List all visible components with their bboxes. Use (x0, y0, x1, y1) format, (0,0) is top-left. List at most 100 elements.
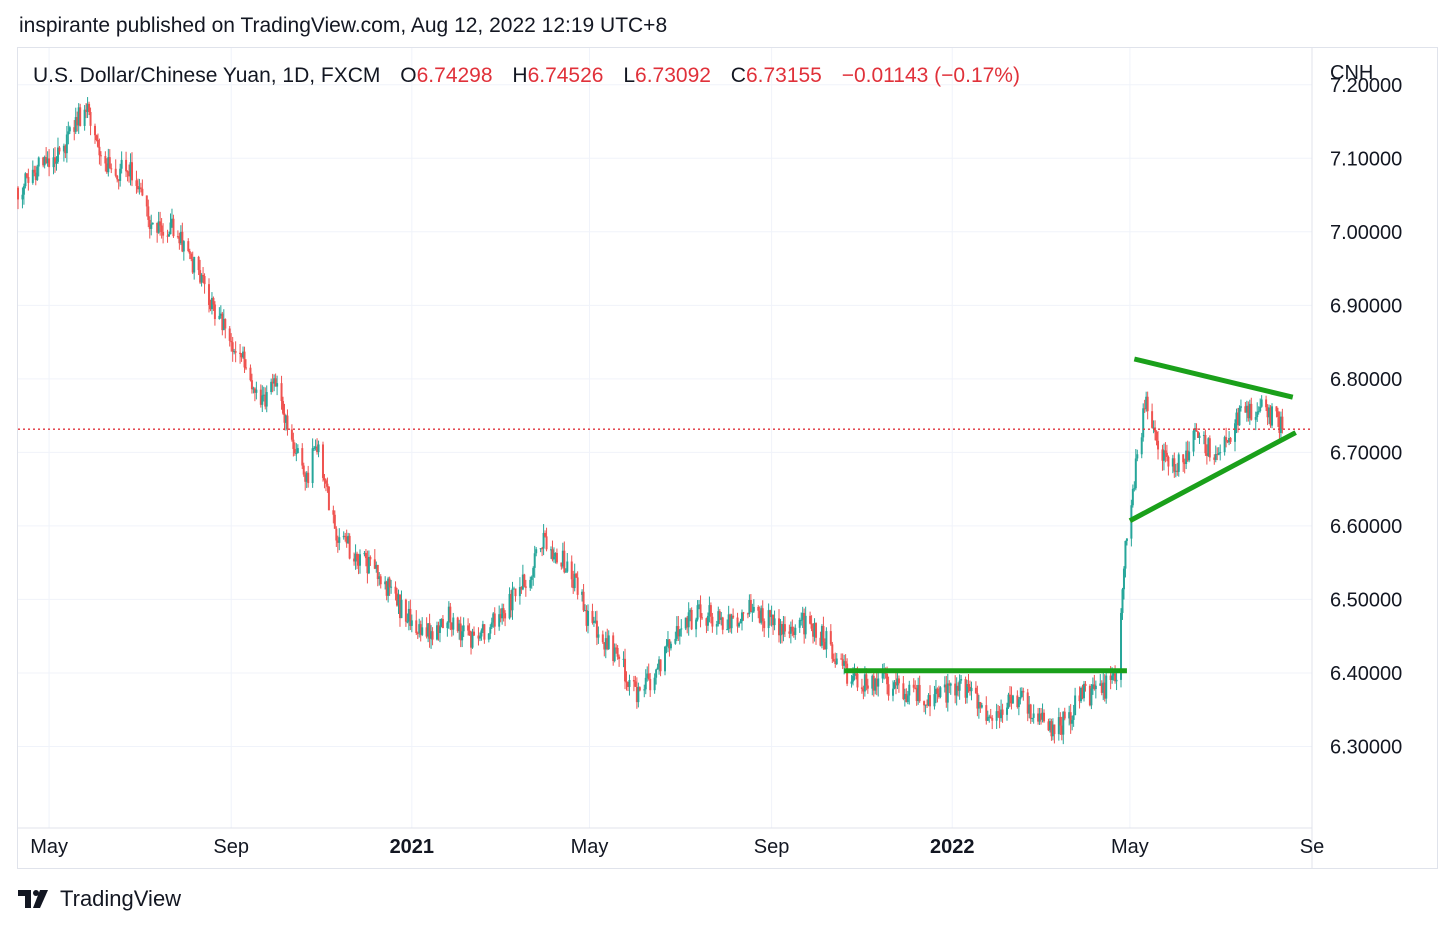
candle-body (1091, 684, 1094, 689)
candle-body (1125, 538, 1128, 541)
candles (17, 97, 1284, 745)
candle-body (779, 624, 782, 636)
candle-body (809, 615, 812, 624)
candle-body (1022, 690, 1025, 693)
candle-body (293, 448, 296, 454)
candle-body (1145, 396, 1148, 409)
candle-body (1112, 673, 1115, 676)
candle-body (508, 593, 511, 619)
candle-body (782, 624, 785, 635)
candle-body (190, 253, 193, 259)
candle-body (67, 131, 70, 135)
candle-body (274, 378, 277, 387)
candle-body (668, 639, 671, 649)
candle-body (1204, 434, 1207, 454)
candle-body (415, 620, 418, 634)
candle-body (31, 169, 34, 183)
candle-body (209, 304, 212, 310)
candle-body (213, 304, 216, 320)
candle-body (829, 631, 832, 645)
candle-body (120, 159, 123, 169)
candle-body (110, 168, 113, 170)
candle-body (709, 605, 712, 617)
candle-body (893, 682, 896, 689)
candle-body (119, 168, 122, 181)
candle-body (1140, 437, 1143, 455)
low-value: 6.73092 (635, 64, 711, 87)
candle-body (1100, 683, 1103, 693)
x-tick-label: Se (1300, 836, 1324, 858)
candle-body (1071, 719, 1074, 724)
candle-body (800, 619, 803, 621)
candle-body (634, 681, 637, 687)
candle-body (83, 109, 86, 126)
candle-body (440, 618, 443, 627)
candle-body (410, 620, 413, 626)
candle-body (359, 554, 362, 566)
candle-body (520, 587, 523, 590)
candle-body (902, 683, 905, 700)
candle-body (1236, 412, 1239, 426)
candle-body (832, 658, 835, 662)
candle-body (449, 606, 452, 623)
candle-body (545, 536, 548, 550)
candle-body (76, 117, 79, 126)
candle-body (222, 319, 225, 331)
candle-body (997, 711, 1000, 713)
candle-body (659, 659, 662, 672)
candle-body (1223, 437, 1226, 453)
candle-body (524, 586, 527, 588)
candle-body (937, 693, 940, 698)
candle-body (311, 448, 314, 484)
candle-body (345, 536, 348, 544)
candle-body (34, 172, 37, 180)
candle-body (452, 617, 455, 630)
candle-body (147, 206, 150, 220)
candle-body (369, 556, 372, 560)
candle-body (665, 645, 668, 647)
candle-body (1084, 683, 1087, 686)
candle-body (929, 695, 932, 707)
y-tick-label: 6.60000 (1330, 516, 1402, 538)
candle-body (871, 675, 874, 689)
candle-body (720, 617, 723, 620)
candle-body (815, 623, 818, 638)
candle-body (253, 388, 256, 393)
y-tick-label: 6.90000 (1330, 295, 1402, 317)
candle-body (637, 687, 640, 703)
candle-body (514, 588, 517, 597)
candle-body (616, 647, 619, 657)
candle-body (711, 616, 714, 627)
tradingview-logo[interactable]: TradingView (18, 886, 181, 912)
candle-body (333, 514, 336, 529)
candle-body (373, 559, 376, 569)
candle-body (107, 157, 110, 173)
candle-body (245, 367, 248, 369)
candle-body (74, 117, 77, 132)
candle-body (572, 579, 575, 589)
candle-body (407, 608, 410, 622)
candle-body (1268, 407, 1271, 418)
candle-body (607, 635, 610, 650)
candle-body (231, 342, 234, 352)
candle-body (877, 678, 880, 687)
candle-body (1103, 682, 1106, 699)
candle-body (886, 673, 889, 685)
candle-body (669, 643, 672, 649)
candle-body (705, 618, 708, 626)
candle-body (428, 623, 431, 639)
candle-body (1164, 450, 1167, 453)
candle-body (1111, 675, 1114, 680)
candle-body (1026, 692, 1029, 714)
candle-body (1207, 438, 1210, 456)
candle-body (1078, 695, 1081, 702)
candle-body (96, 139, 99, 147)
candle-body (1152, 427, 1155, 429)
candle-body (1102, 682, 1105, 693)
candle-body (674, 638, 677, 644)
candle-body (151, 222, 154, 225)
candle-body (376, 564, 379, 580)
candle-body (1256, 411, 1259, 418)
candle-body (492, 613, 495, 623)
